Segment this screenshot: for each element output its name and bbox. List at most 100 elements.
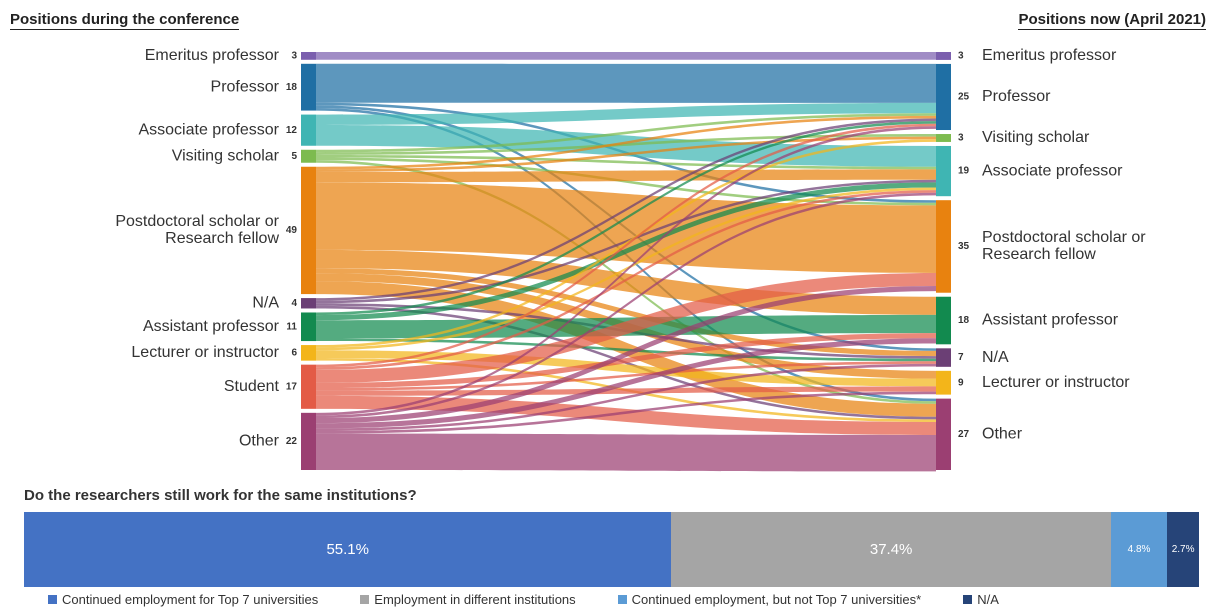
legend-swatch	[360, 595, 370, 604]
right-node-other	[936, 398, 951, 470]
right-node-value: 25	[958, 92, 970, 103]
bar-segment-na: 2.7%	[1167, 512, 1199, 587]
flow-other-to-professor	[316, 126, 936, 416]
right-node-value: 18	[958, 315, 970, 326]
flow-other-to-assistant	[316, 338, 936, 429]
left-node-label: Emeritus professor	[145, 47, 280, 64]
left-node-value: 4	[291, 298, 297, 309]
bar-chart-title: Do the researchers still work for the sa…	[24, 487, 417, 504]
left-node-value: 17	[286, 381, 298, 392]
left-node-label: N/A	[252, 294, 279, 311]
right-node-visiting	[936, 134, 951, 142]
right-node-label: Associate professor	[982, 162, 1123, 179]
left-node-professor	[301, 63, 316, 111]
flow-postdoc-to-professor	[316, 115, 936, 170]
bar-legend: Continued employment for Top 7 universit…	[48, 592, 999, 607]
legend-item: Continued employment, but not Top 7 univ…	[617, 592, 922, 607]
right-node-emeritus	[936, 52, 951, 60]
flow-student-to-assistant	[316, 333, 936, 389]
right-node-value: 27	[958, 429, 970, 440]
left-node-student	[301, 364, 316, 409]
bar-segment-different: 37.4%	[671, 512, 1111, 587]
flow-other-to-na	[316, 363, 936, 432]
left-node-value: 6	[291, 347, 297, 358]
flow-postdoc-to-associate	[316, 169, 936, 183]
left-node-value: 5	[291, 151, 297, 162]
flow-student-to-postdoc	[316, 272, 936, 383]
right-node-postdoc	[936, 200, 951, 293]
left-node-label: Assistant professor	[143, 318, 280, 335]
flow-postdoc-to-visiting	[316, 136, 936, 172]
flow-other-to-postdoc	[316, 285, 936, 424]
right-node-label: Emeritus professor	[982, 47, 1117, 64]
left-node-value: 49	[286, 225, 298, 236]
left-column-header: Positions during the conference	[10, 11, 240, 30]
flow-professor-to-professor	[316, 63, 936, 103]
flow-student-to-associate	[316, 190, 936, 370]
legend-item: N/A	[963, 592, 999, 607]
bar-segment-label: 55.1%	[326, 541, 369, 558]
legend-item: Employment in different institutions	[360, 592, 576, 607]
right-node-associate	[936, 145, 951, 197]
flow-lecturer-to-visiting	[316, 139, 936, 348]
left-node-label: Associate professor	[138, 121, 279, 138]
flow-assistant-to-na	[316, 338, 936, 362]
right-node-value: 9	[958, 377, 964, 388]
right-node-value: 19	[958, 166, 970, 177]
left-node-value: 18	[286, 82, 298, 93]
right-node-label: Visiting scholar	[982, 129, 1090, 146]
left-node-lecturer	[301, 345, 316, 361]
right-node-label: Assistant professor	[982, 312, 1119, 329]
left-node-label: Research fellow	[165, 230, 279, 247]
right-node-assistant	[936, 296, 951, 345]
legend-item: Continued employment for Top 7 universit…	[48, 592, 318, 607]
flow-na-to-associate	[316, 179, 936, 304]
right-node-label: Postdoctoral scholar or	[982, 229, 1146, 246]
left-node-label: Postdoctoral scholar or	[115, 213, 279, 230]
flow-assistant-to-professor	[316, 121, 936, 316]
bar-segment-label: 2.7%	[1171, 544, 1195, 555]
legend-label: Continued employment, but not Top 7 univ…	[631, 592, 922, 607]
legend-swatch	[617, 595, 627, 604]
flow-postdoc-to-na	[316, 268, 936, 357]
left-node-label: Visiting scholar	[172, 147, 280, 164]
flow-visiting-to-associate	[316, 154, 936, 170]
right-node-value: 7	[958, 352, 964, 363]
stacked-bar: 55.1% 37.4% 4.8% 2.7%	[24, 512, 1199, 587]
flow-other-to-lecturer	[316, 391, 936, 434]
legend-swatch	[48, 595, 57, 604]
left-node-value: 22	[286, 436, 298, 447]
right-node-professor	[936, 63, 951, 131]
left-node-label: Lecturer or instructor	[131, 344, 279, 361]
flow-associate-to-associate	[316, 124, 936, 167]
right-node-lecturer	[936, 370, 951, 395]
flow-visiting-to-visiting	[316, 134, 936, 155]
left-node-emeritus	[301, 52, 316, 60]
bar-segment-not-top7: 4.8%	[1110, 512, 1168, 587]
flow-visiting-to-postdoc	[316, 157, 936, 206]
flow-emeritus-to-emeritus	[316, 52, 936, 60]
bar-segment-label: 4.8%	[1127, 544, 1151, 555]
legend-label: Continued employment for Top 7 universit…	[62, 592, 319, 607]
flow-assistant-to-associate	[316, 182, 936, 321]
flow-lecturer-to-lecturer	[316, 350, 936, 387]
bar-segment-top7: 55.1%	[24, 512, 672, 587]
left-node-na	[301, 298, 316, 309]
flow-associate-to-professor	[316, 102, 936, 125]
right-node-value: 3	[958, 133, 964, 144]
flow-lecturer-to-associate	[316, 187, 936, 351]
right-node-value: 35	[958, 241, 970, 252]
right-column-header: Positions now (April 2021)	[1018, 11, 1206, 30]
right-node-label: Other	[982, 426, 1023, 443]
flow-na-to-professor	[316, 118, 936, 301]
left-node-associate	[301, 114, 316, 146]
left-node-postdoc	[301, 166, 316, 295]
flow-student-to-na	[316, 361, 936, 391]
flow-visiting-to-professor	[316, 113, 936, 153]
right-node-label: Professor	[982, 88, 1051, 105]
right-node-value: 3	[958, 51, 964, 62]
right-node-label: Lecturer or instructor	[982, 374, 1130, 391]
left-node-assistant	[301, 312, 316, 342]
left-node-visiting	[301, 149, 316, 163]
left-node-value: 11	[286, 321, 297, 332]
